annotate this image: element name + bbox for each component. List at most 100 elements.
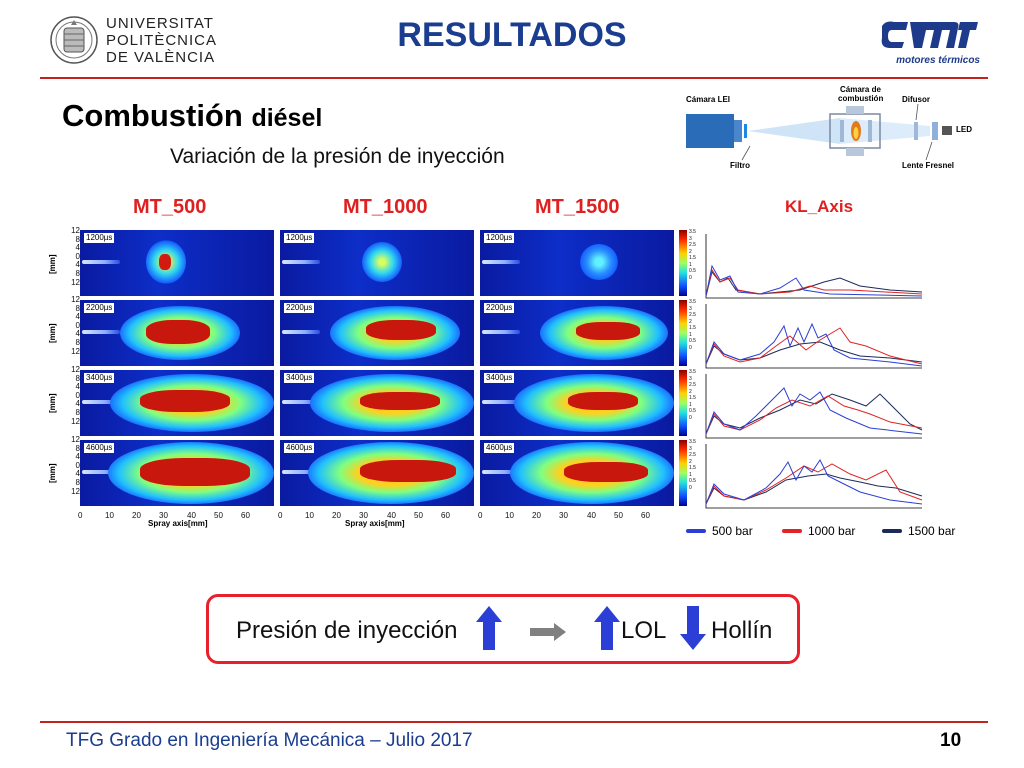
lol-text: LOL xyxy=(621,617,667,644)
x-tick: 40 xyxy=(387,511,396,520)
setup-schematic: Cámara LEI Cámara de combustión Difusor … xyxy=(686,85,972,170)
x-tick: 10 xyxy=(305,511,314,520)
y-axis-ticks-row1: 12 8 4 0 4 8 12 xyxy=(62,226,80,287)
conclusion-box xyxy=(206,594,800,664)
y-tick: 8 xyxy=(75,303,80,313)
y-tick: 12 xyxy=(71,277,80,287)
colorbar-ticks: 3.5 3 2.5 2 1.5 1 0.5 0 xyxy=(689,369,696,421)
y-tick: 12 xyxy=(71,435,80,444)
y-tick: 4 xyxy=(75,260,80,270)
time-label: 1200µs xyxy=(84,233,115,243)
university-name: UNIVERSITAT POLITÈCNICA DE VALÈNCIA xyxy=(106,15,217,66)
y-tick: 8 xyxy=(75,373,80,383)
y-tick: 4 xyxy=(75,329,80,339)
kl-image-mt500-3400: 3400µs xyxy=(80,370,274,436)
page-number: 10 xyxy=(940,730,962,751)
upv-shield-logo xyxy=(50,16,98,64)
up-arrow-icon xyxy=(594,606,620,650)
university-line: POLITÈCNICA xyxy=(106,32,218,49)
subtitle-main: Combustión xyxy=(62,98,243,133)
footer-text: TFG Grado en Ingeniería Mecánica – Julio… xyxy=(66,730,473,751)
time-label: 4600µs xyxy=(284,443,315,453)
y-tick: 8 xyxy=(75,443,80,453)
y-tick: 12 xyxy=(71,295,80,304)
y-tick: 12 xyxy=(71,226,80,235)
y-tick: 4 xyxy=(75,382,80,392)
kl-image-mt1000-4600: 4600µs xyxy=(280,440,474,506)
x-tick: 60 xyxy=(441,511,450,520)
y-tick: 12 xyxy=(71,486,80,496)
colorbar xyxy=(679,230,687,296)
x-tick: 50 xyxy=(614,511,623,520)
time-label: 1200µs xyxy=(484,233,515,243)
y-axis-label: [mm] xyxy=(48,254,57,274)
kl-image-mt1500-3400: 3400µs xyxy=(480,370,674,436)
x-tick: 10 xyxy=(105,511,114,520)
label-camera: Cámara LEI xyxy=(686,95,730,104)
logo-caption: motores térmicos xyxy=(896,55,980,66)
x-tick: 20 xyxy=(132,511,141,520)
y-tick: 8 xyxy=(75,337,80,347)
kl-image-mt500-2200: 2200µs xyxy=(80,300,274,366)
header-rule xyxy=(40,77,988,79)
university-line: UNIVERSITAT xyxy=(106,15,214,32)
legend-item-1500bar: 1500 bar xyxy=(882,524,955,538)
time-label: 3400µs xyxy=(84,373,115,383)
time-label: 2200µs xyxy=(284,303,315,313)
kl-image-mt500-4600: 4600µs xyxy=(80,440,274,506)
x-tick: 20 xyxy=(332,511,341,520)
x-tick: 30 xyxy=(559,511,568,520)
y-tick: 12 xyxy=(71,365,80,374)
time-label: 3400µs xyxy=(484,373,515,383)
y-axis-label: [mm] xyxy=(48,323,57,343)
label-diffuser: Difusor xyxy=(902,95,930,104)
right-arrow-icon xyxy=(530,623,566,641)
kl-image-mt1000-3400: 3400µs xyxy=(280,370,474,436)
time-label: 4600µs xyxy=(84,443,115,453)
x-tick: 20 xyxy=(532,511,541,520)
time-label: 3400µs xyxy=(284,373,315,383)
down-arrow-icon xyxy=(680,606,706,650)
y-tick: 4 xyxy=(75,312,80,322)
slide-subtitle: Combustión diésel xyxy=(62,98,322,134)
footer-rule xyxy=(40,721,988,723)
kl-image-mt1500-4600: 4600µs xyxy=(480,440,674,506)
legend-label: 1500 bar xyxy=(908,524,956,538)
colorbar-ticks: 3.5 3 2.5 2 1.5 1 0.5 0 xyxy=(689,299,696,351)
legend-item-1000bar: 1000 bar xyxy=(782,524,855,538)
column-label-mt1000: MT_1000 xyxy=(343,196,428,218)
y-axis-ticks-row4: 12 8 4 0 4 8 12 xyxy=(62,435,80,496)
x-axis-label: Spray axis[mm] xyxy=(345,519,405,528)
y-axis-label: [mm] xyxy=(48,393,57,413)
x-tick: 40 xyxy=(187,511,196,520)
x-tick: 30 xyxy=(359,511,368,520)
label-filter: Filtro xyxy=(730,161,750,170)
y-tick: 8 xyxy=(75,477,80,487)
label-chamber-1: Cámara de xyxy=(840,85,881,94)
y-tick: 8 xyxy=(75,407,80,417)
time-label: 2200µs xyxy=(484,303,515,313)
section-heading: Variación de la presión de inyección xyxy=(170,145,505,168)
y-tick: 8 xyxy=(75,268,80,278)
legend-swatch xyxy=(686,529,706,533)
x-tick: 0 xyxy=(478,511,483,520)
x-tick: 50 xyxy=(414,511,423,520)
x-tick: 0 xyxy=(278,511,283,520)
legend-swatch xyxy=(882,529,902,533)
y-tick: 0 xyxy=(75,251,80,261)
column-label-mt1500: MT_1500 xyxy=(535,196,620,218)
subtitle-small: diésel xyxy=(251,104,323,132)
y-tick: 4 xyxy=(75,399,80,409)
x-tick: 60 xyxy=(241,511,250,520)
x-tick: 40 xyxy=(587,511,596,520)
cmt-logo: motores térmicos xyxy=(880,18,980,66)
pressure-text: Presión de inyección xyxy=(236,617,458,644)
colorbar-ticks: 3.5 3 2.5 2 1.5 1 0.5 0 xyxy=(689,229,696,281)
up-arrow-icon xyxy=(476,606,502,650)
kl-image-mt1500-2200: 2200µs xyxy=(480,300,674,366)
label-chamber-2: combustión xyxy=(838,94,883,103)
colorbar xyxy=(679,300,687,366)
y-tick: 8 xyxy=(75,234,80,244)
pressure-legend: 500 bar 1000 bar 1500 bar xyxy=(686,524,976,540)
x-tick: 50 xyxy=(214,511,223,520)
